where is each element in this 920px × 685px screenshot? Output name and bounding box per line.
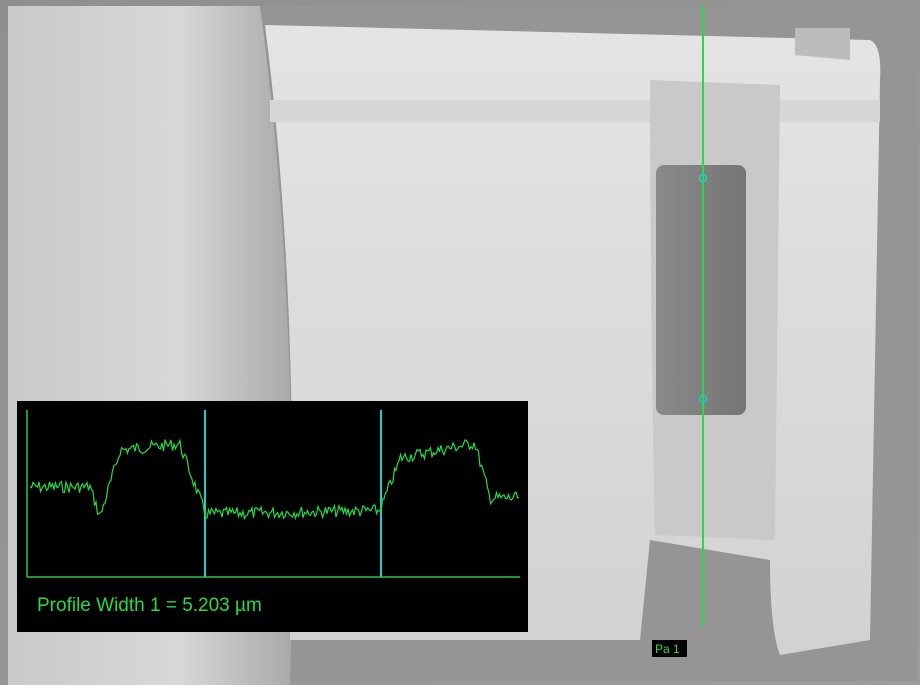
debris xyxy=(795,28,850,60)
micrograph: Pa 1 Profile Width 1 = 5.203 µm xyxy=(0,0,920,685)
profile-label: Profile Width 1 = 5.203 µm xyxy=(37,595,262,616)
top-band xyxy=(270,100,880,122)
dark-notch xyxy=(656,165,746,415)
page: Pa 1 Profile Width 1 = 5.203 µm (() => {… xyxy=(0,0,920,685)
marker-label: Pa 1 xyxy=(655,642,680,656)
